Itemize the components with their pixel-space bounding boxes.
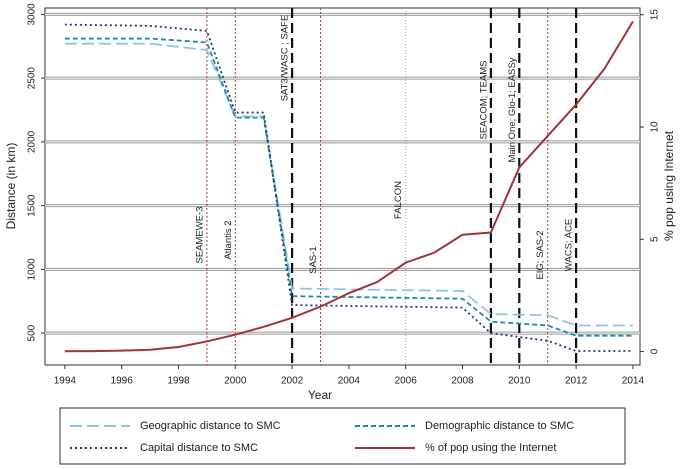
x-tick-label: 1996 (111, 376, 134, 387)
y-axis-label: Distance (in km) (4, 143, 18, 230)
annotation-label: Atlantis 2 (223, 220, 234, 259)
legend-label: Geographic distance to SMC (140, 420, 281, 432)
y2-tick-label: 5 (650, 236, 661, 242)
x-tick-label: 1998 (167, 376, 190, 387)
annotation-label: WACS; ACE (564, 219, 575, 271)
y2-axis-label: % pop using Internet (662, 130, 676, 241)
y-tick-label: 3000 (27, 3, 38, 26)
x-tick-label: 2004 (338, 376, 361, 387)
legend-label: Demographic distance to SMC (425, 420, 574, 432)
series-line (64, 37, 633, 337)
y2-tick-label: 15 (650, 9, 661, 21)
x-tick-label: 2008 (451, 376, 474, 387)
annotation-label: FALCON (393, 181, 404, 219)
x-tick-label: 2010 (508, 376, 531, 387)
x-tick-label: 1994 (54, 376, 77, 387)
y-tick-label: 1500 (27, 194, 38, 217)
x-axis-label: Year (308, 388, 332, 402)
y-tick-label: 1000 (27, 258, 38, 281)
x-tick-label: 2012 (565, 376, 588, 387)
annotation-label: SEACOM; TEAMS (478, 60, 489, 139)
y-tick-label: 2000 (27, 130, 38, 153)
x-tick-label: 2002 (281, 376, 304, 387)
series-line (64, 23, 633, 352)
legend-label: Capital distance to SMC (140, 442, 258, 454)
annotation-label: Main One; Glo-1; EASSy (507, 57, 518, 162)
plot-frame (44, 7, 641, 366)
x-tick-label: 2000 (224, 376, 247, 387)
annotation-label: SEAMEWE-3 (194, 206, 205, 263)
y-tick-label: 2500 (27, 67, 38, 90)
legend-label: % of pop using the Internet (425, 442, 556, 454)
series-line (64, 20, 634, 353)
y-tick-label: 500 (27, 324, 38, 341)
legend-box (59, 407, 626, 465)
series-line (64, 42, 633, 327)
x-tick-label: 2014 (622, 376, 645, 387)
x-tick-label: 2006 (395, 376, 418, 387)
y2-tick-label: 10 (650, 121, 661, 133)
y2-tick-label: 0 (650, 348, 661, 354)
annotation-label: SAS-1 (308, 246, 319, 273)
annotation-label: EIG; SAS-2 (535, 230, 546, 279)
annotation-label: SAT3/WASC ; SAFE (280, 15, 291, 102)
